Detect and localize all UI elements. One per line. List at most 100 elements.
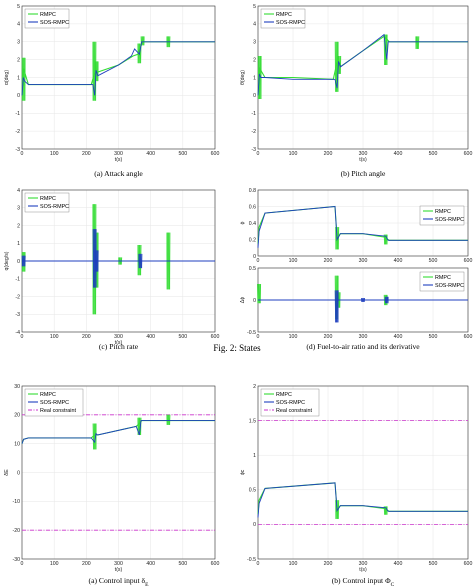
x-tick-label: 300 — [359, 561, 368, 567]
y-tick-label: -3 — [251, 147, 256, 153]
oscillation-burst — [140, 36, 145, 46]
x-tick-label: 200 — [324, 561, 333, 567]
oscillation-burst — [94, 250, 99, 272]
oscillation-burst — [166, 232, 171, 290]
figure-caption-states: Fig. 2: States — [213, 343, 261, 353]
chart-pitch_rate: 0 100 200 300 400 500 600 -4 -3 -2 -1 0 1 2 3 4 t(s) q(de… — [4, 188, 219, 351]
legend-label: SOS-RMPC — [40, 20, 69, 26]
oscillation-burst — [334, 290, 339, 323]
legend-label: SOS-RMPC — [435, 217, 464, 223]
oscillation-burst — [335, 500, 340, 519]
x-tick-label: 300 — [359, 334, 368, 340]
chart-control_delta_e: 0 100 200 300 400 500 600 -30 -20 -10 0 10 20 30 t(s) δ… — [4, 384, 219, 588]
x-tick-label: 100 — [289, 561, 298, 567]
y-tick-label: -2 — [251, 129, 256, 135]
x-tick-label: 200 — [324, 334, 333, 340]
x-tick-label: 100 — [50, 334, 59, 340]
legend-label: RMPC — [40, 12, 56, 18]
oscillation-burst — [383, 34, 388, 66]
y-axis-label: ϕc — [240, 469, 246, 475]
legend-label: RMPC — [40, 196, 56, 202]
y-tick-label: 1.5 — [249, 418, 256, 424]
oscillation-burst — [257, 55, 262, 100]
x-tick-label: 600 — [211, 561, 220, 567]
x-tick-label: 600 — [464, 561, 473, 567]
oscillation-burst — [361, 298, 366, 302]
x-tick-label: 100 — [289, 334, 298, 340]
oscillation-burst — [92, 423, 97, 450]
x-tick-label: 200 — [82, 151, 91, 157]
oscillation-burst — [166, 414, 171, 425]
series-line-sos-rmpc — [21, 420, 215, 444]
y-axis-label: q(deg/s) — [4, 251, 10, 270]
y-tick-label: 1 — [17, 75, 20, 81]
y-tick-label: 0 — [17, 93, 20, 99]
y-axis-label: δE — [4, 469, 10, 476]
x-tick-label: 0 — [257, 561, 260, 567]
y-tick-label: 0 — [17, 470, 20, 476]
chart-control_phi_c: 0 100 200 300 400 500 600-0.500.511.52t(s)ϕcRM… — [240, 384, 472, 588]
chart-pitch_angle: 0 100 200 300 400 500 600 -3 -2 -1 0 1 2 3 4 5 t(s) θ(deg… — [240, 4, 472, 178]
oscillation-burst — [337, 55, 342, 74]
oscillation-burst — [118, 257, 123, 265]
x-tick-label: 400 — [394, 258, 403, 264]
x-tick-label: 500 — [429, 561, 438, 567]
x-axis-label: t(s) — [115, 340, 123, 346]
y-tick-label: 2 — [17, 57, 20, 63]
y-tick-label: 4 — [17, 22, 20, 28]
oscillation-burst — [138, 253, 143, 269]
y-tick-label: -20 — [13, 528, 21, 534]
x-tick-label: 600 — [464, 334, 473, 340]
x-tick-label: 100 — [50, 561, 59, 567]
y-tick-label: -0.5 — [247, 330, 256, 336]
chart-attack: 0 100 200 300 400 500 600 -3 -2 -1 0 1 2 3 4 5 t(s) α(deg… — [4, 4, 219, 178]
legend-label: SOS-RMPC — [40, 204, 69, 210]
y-axis-label: Δϕ — [240, 297, 246, 303]
legend-label: RMPC — [435, 275, 451, 281]
y-tick-label: -0.5 — [247, 557, 256, 563]
x-tick-label: 500 — [179, 151, 188, 157]
legend: RMPC SOS-RMPC — [24, 192, 70, 213]
y-tick-label: 10 — [14, 441, 20, 447]
subfigure-caption: (a) Attack angle — [94, 169, 143, 178]
x-tick-label: 400 — [146, 151, 155, 157]
y-axis-label: ϕ — [240, 221, 246, 224]
x-tick-label: 500 — [429, 334, 438, 340]
y-tick-label: 5 — [253, 4, 256, 10]
x-tick-label: 200 — [324, 151, 333, 157]
x-tick-label: 0 — [21, 561, 24, 567]
series-line-sos-rmpc — [257, 206, 468, 248]
legend-label: Real constraint — [40, 408, 76, 414]
oscillation-burst — [257, 283, 262, 304]
y-tick-label: 0.5 — [249, 488, 256, 494]
plot-frame — [257, 189, 469, 257]
y-tick-label: 2 — [17, 223, 20, 229]
x-tick-label: 100 — [50, 151, 59, 157]
subfigure-caption: (a) Control input δE — [89, 576, 150, 588]
oscillation-burst — [94, 61, 99, 82]
y-tick-label: 4 — [253, 22, 256, 28]
x-tick-label: 600 — [211, 151, 220, 157]
x-tick-label: 0 — [21, 151, 24, 157]
x-tick-label: 200 — [82, 561, 91, 567]
oscillation-burst — [415, 36, 420, 49]
y-tick-label: 1 — [253, 453, 256, 459]
y-tick-label: 0.8 — [249, 188, 256, 194]
legend-label: RMPC — [276, 12, 292, 18]
y-tick-label: -2 — [15, 294, 20, 300]
legend-label: RMPC — [276, 392, 292, 398]
y-tick-label: -10 — [13, 499, 21, 505]
legend: RMPC SOS-RMPC — [419, 271, 465, 292]
plot-frame — [21, 385, 216, 560]
legend: RMPC SOS-RMPC — [24, 8, 70, 29]
legend-label: RMPC — [435, 209, 451, 215]
y-tick-label: 0.4 — [249, 221, 256, 227]
y-axis-label: θ(deg) — [240, 70, 246, 85]
y-tick-label: 0.5 — [249, 266, 256, 272]
y-tick-label: 0 — [17, 259, 20, 265]
y-tick-label: -2 — [15, 129, 20, 135]
y-axis-label: α(deg) — [4, 70, 10, 85]
legend-label: RMPC — [40, 392, 56, 398]
oscillation-burst — [335, 227, 340, 250]
subfigure-caption: (b) Pitch angle — [341, 169, 386, 178]
